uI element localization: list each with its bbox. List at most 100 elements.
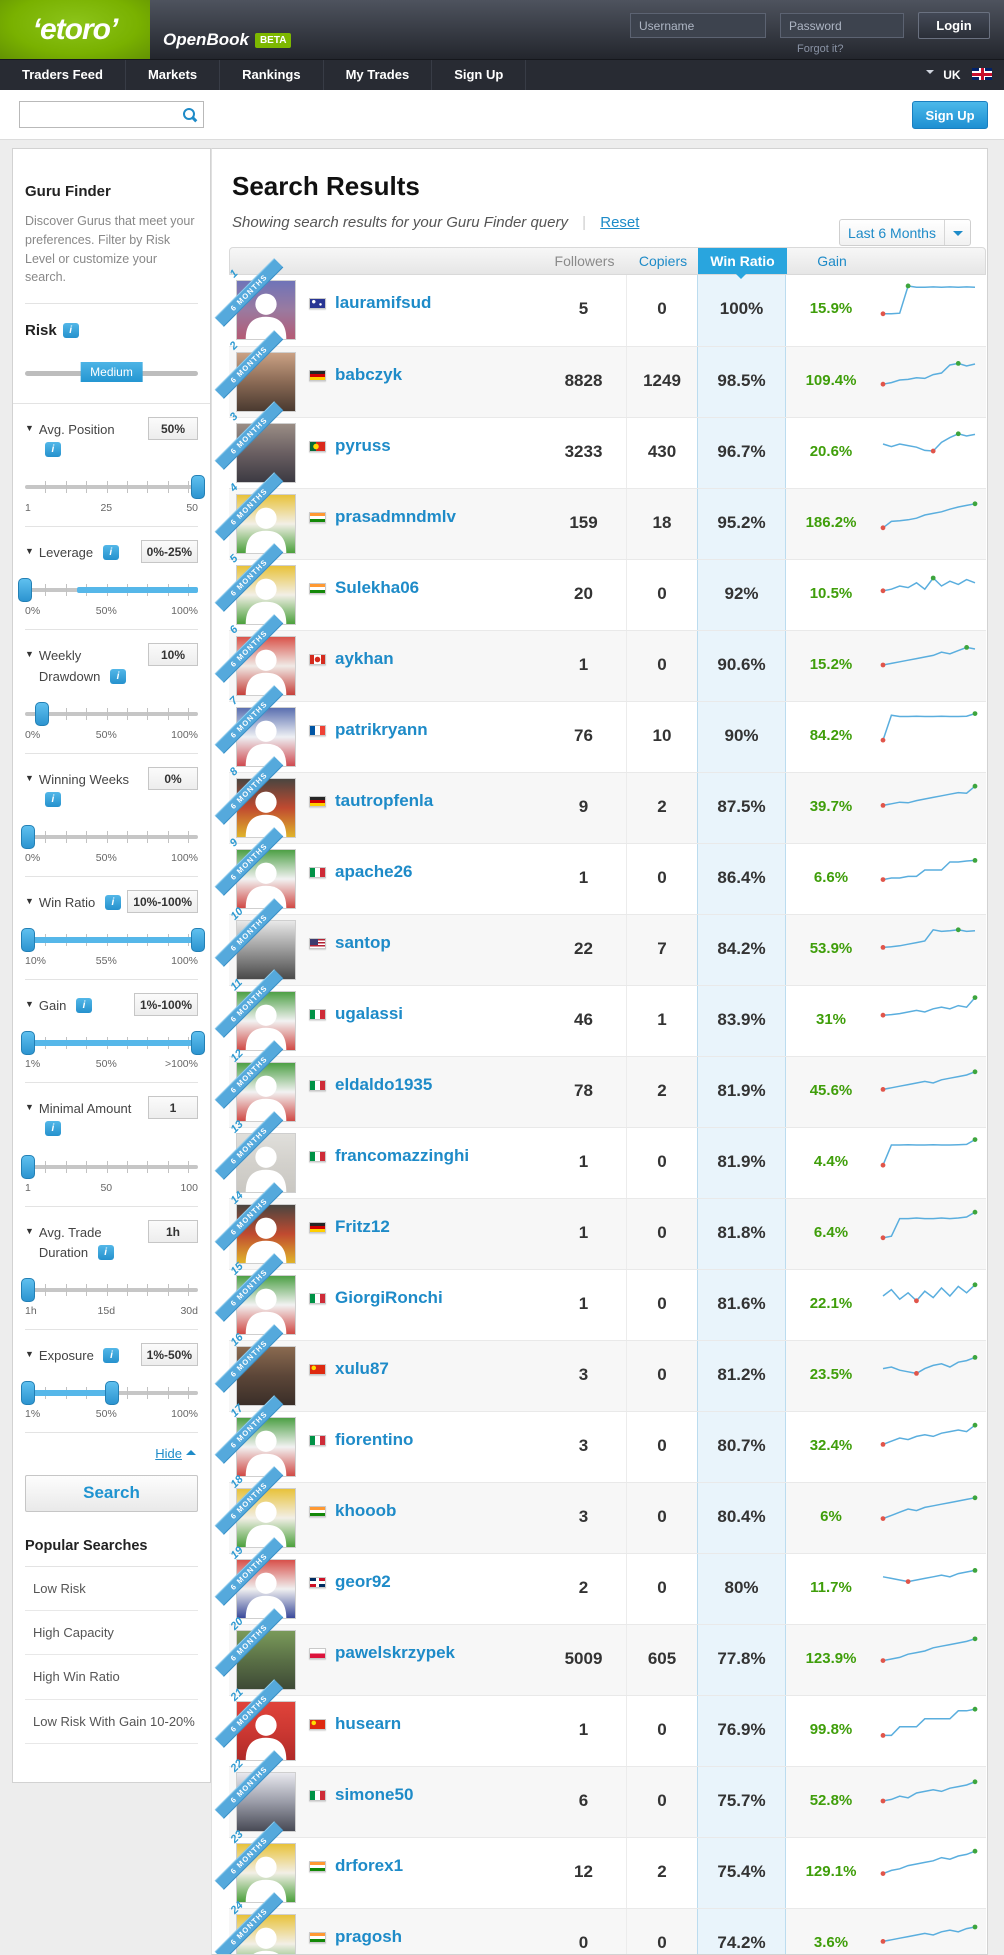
collapse-triangle-icon[interactable]: ▼ bbox=[25, 649, 34, 660]
locale-selector[interactable]: UK bbox=[925, 60, 992, 91]
slider-handle[interactable] bbox=[104, 1380, 119, 1405]
trader-username-link[interactable]: Fritz12 bbox=[335, 1217, 390, 1236]
trader-username-link[interactable]: pyruss bbox=[335, 436, 391, 455]
trader-username-link[interactable]: prasadmndmlv bbox=[335, 507, 456, 526]
slider-handle[interactable] bbox=[21, 824, 36, 849]
slider-tick bbox=[127, 1283, 129, 1296]
popular-search-item[interactable]: High Capacity bbox=[25, 1611, 198, 1656]
info-icon[interactable]: i bbox=[62, 323, 79, 338]
search-button[interactable]: Search bbox=[25, 1474, 198, 1512]
nav-item-markets[interactable]: Markets bbox=[126, 60, 221, 90]
nav-item-rankings[interactable]: Rankings bbox=[220, 60, 324, 90]
collapse-triangle-icon[interactable]: ▼ bbox=[25, 1102, 34, 1113]
column-header-win-ratio[interactable]: Win Ratio bbox=[698, 248, 787, 274]
collapse-triangle-icon[interactable]: ▼ bbox=[25, 999, 34, 1010]
slider-track[interactable] bbox=[25, 1164, 198, 1169]
popular-search-item[interactable]: High Win Ratio bbox=[25, 1655, 198, 1700]
slider-handle[interactable] bbox=[35, 701, 50, 726]
collapse-triangle-icon[interactable]: ▼ bbox=[25, 1348, 34, 1359]
slider-track[interactable] bbox=[25, 711, 198, 716]
trader-username-link[interactable]: francomazzinghi bbox=[335, 1146, 470, 1165]
trader-username-link[interactable]: lauramifsud bbox=[335, 293, 432, 312]
trader-username-link[interactable]: khooob bbox=[335, 1501, 397, 1520]
slider-handle[interactable] bbox=[191, 475, 205, 500]
risk-slider-handle[interactable]: Medium bbox=[80, 362, 143, 382]
slider-handle[interactable] bbox=[21, 1380, 36, 1405]
trader-username-link[interactable]: aykhan bbox=[335, 649, 394, 668]
collapse-triangle-icon[interactable]: ▼ bbox=[25, 895, 34, 906]
filter-value-box: 1%-50% bbox=[140, 1342, 198, 1366]
column-header-followers[interactable]: Followers bbox=[554, 253, 615, 269]
slider-handle[interactable] bbox=[191, 928, 205, 953]
trader-username-link[interactable]: santop bbox=[335, 933, 391, 952]
popular-search-item[interactable]: Low Risk With Gain 10-20% bbox=[25, 1700, 198, 1744]
trader-username-link[interactable]: apache26 bbox=[335, 862, 413, 881]
slider-tick bbox=[127, 830, 129, 843]
hide-filters-link[interactable]: Hide bbox=[155, 1445, 182, 1461]
nav-item-sign-up[interactable]: Sign Up bbox=[432, 60, 527, 90]
popular-search-item[interactable]: Low Risk bbox=[25, 1567, 198, 1612]
signup-button[interactable]: Sign Up bbox=[912, 101, 988, 129]
trader-username-link[interactable]: ugalassi bbox=[335, 1004, 404, 1023]
slider-track[interactable] bbox=[25, 834, 198, 839]
username-field[interactable] bbox=[630, 13, 766, 38]
column-header-gain[interactable]: Gain bbox=[817, 253, 847, 269]
slider-tick bbox=[147, 707, 149, 720]
trader-username-link[interactable]: geor92 bbox=[335, 1572, 391, 1591]
info-icon[interactable]: i bbox=[44, 442, 61, 458]
slider-handle[interactable] bbox=[21, 1277, 36, 1302]
trader-username-link[interactable]: drforex1 bbox=[335, 1856, 404, 1875]
trader-username-link[interactable]: pawelskrzypek bbox=[335, 1643, 456, 1662]
info-icon[interactable]: i bbox=[76, 998, 92, 1014]
slider-handle[interactable] bbox=[21, 1031, 36, 1056]
trader-username-link[interactable]: GiorgiRonchi bbox=[335, 1288, 443, 1307]
trader-silhouette-avatar[interactable] bbox=[236, 1275, 296, 1335]
trader-username-link[interactable]: fiorentino bbox=[335, 1430, 414, 1449]
low-point-dot bbox=[880, 737, 886, 743]
column-header-copiers[interactable]: Copiers bbox=[638, 253, 688, 269]
password-field[interactable] bbox=[780, 13, 904, 38]
table-row: 6 MONTHS 23 drforex1 12 2 75.4% 129.1% bbox=[214, 1821, 986, 1908]
trader-username-link[interactable]: pragosh bbox=[335, 1927, 403, 1946]
slider-handle[interactable] bbox=[18, 578, 32, 603]
column-divider bbox=[626, 1128, 627, 1198]
forgot-password-link[interactable]: Forgot it? bbox=[797, 43, 844, 55]
trader-username-link[interactable]: babczyk bbox=[335, 365, 403, 384]
collapse-triangle-icon[interactable]: ▼ bbox=[25, 1225, 34, 1236]
period-dropdown[interactable]: Last 6 Months bbox=[839, 219, 971, 246]
info-icon[interactable]: i bbox=[103, 1347, 120, 1363]
gain-sparkline-chart bbox=[880, 283, 976, 317]
reset-link[interactable]: Reset bbox=[600, 214, 640, 231]
slider-handle[interactable] bbox=[21, 928, 36, 953]
info-icon[interactable]: i bbox=[44, 1121, 61, 1137]
slider-handle[interactable] bbox=[191, 1031, 205, 1056]
info-icon[interactable]: i bbox=[97, 1244, 114, 1260]
trader-username-link[interactable]: patrikryann bbox=[335, 720, 428, 739]
trader-username-link[interactable]: Sulekha06 bbox=[335, 578, 420, 597]
login-button[interactable]: Login bbox=[918, 12, 990, 39]
nav-item-traders-feed[interactable]: Traders Feed bbox=[0, 60, 126, 90]
trader-username-link[interactable]: xulu87 bbox=[335, 1359, 389, 1378]
info-icon[interactable]: i bbox=[102, 545, 119, 561]
slider-track[interactable] bbox=[25, 485, 198, 490]
search-icon[interactable] bbox=[181, 107, 197, 123]
chevron-up-icon bbox=[186, 1445, 196, 1455]
nav-item-my-trades[interactable]: My Trades bbox=[324, 60, 433, 90]
slider-track[interactable] bbox=[25, 1287, 198, 1292]
info-icon[interactable]: i bbox=[104, 894, 121, 910]
trader-username-link[interactable]: eldaldo1935 bbox=[335, 1075, 433, 1094]
info-icon[interactable]: i bbox=[109, 668, 126, 684]
win-ratio-value: 90% bbox=[724, 726, 759, 745]
high-point-dot bbox=[955, 361, 961, 366]
trader-username-link[interactable]: tautropfenla bbox=[335, 791, 434, 810]
info-icon[interactable]: i bbox=[44, 791, 61, 807]
trader-username-link[interactable]: husearn bbox=[335, 1714, 402, 1733]
collapse-triangle-icon[interactable]: ▼ bbox=[25, 772, 34, 783]
collapse-triangle-icon[interactable]: ▼ bbox=[25, 423, 34, 433]
search-input[interactable] bbox=[20, 102, 170, 127]
slider-selected-range bbox=[28, 1040, 198, 1047]
etoro-logo[interactable]: ‘etoro’ bbox=[0, 0, 150, 59]
trader-username-link[interactable]: simone50 bbox=[335, 1785, 414, 1804]
slider-handle[interactable] bbox=[21, 1154, 36, 1179]
collapse-triangle-icon[interactable]: ▼ bbox=[25, 546, 34, 557]
